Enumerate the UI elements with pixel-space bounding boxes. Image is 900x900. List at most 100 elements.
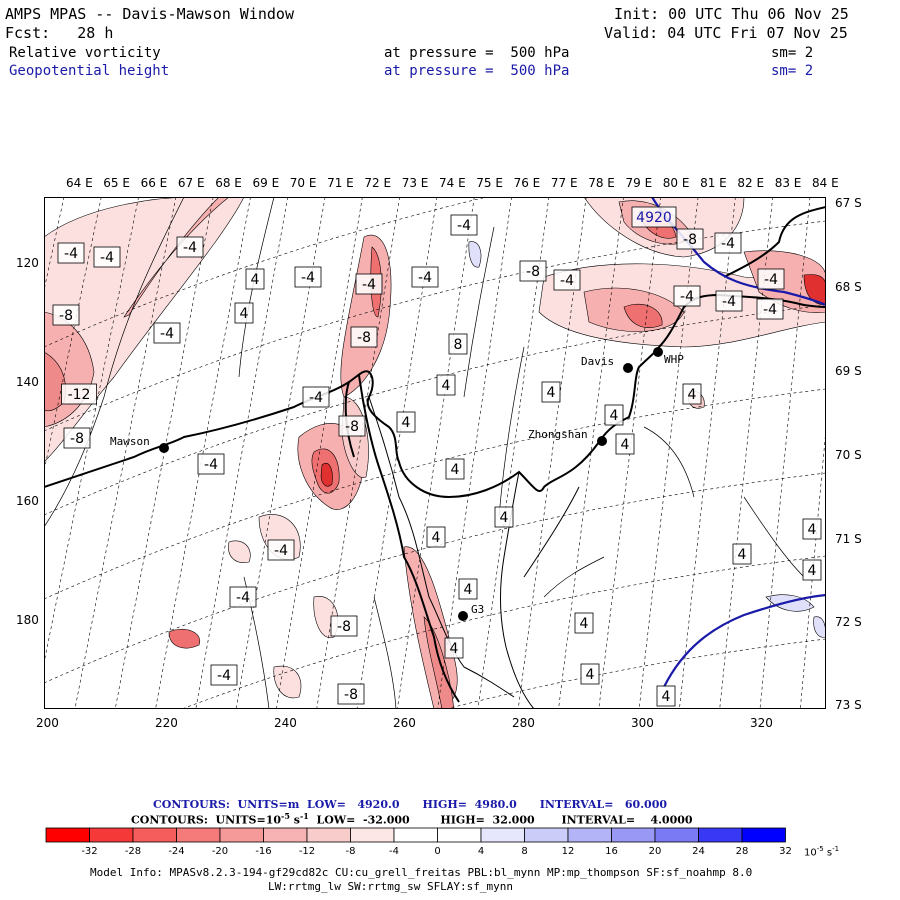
colorbar-swatch bbox=[524, 827, 569, 843]
meridian-line bbox=[679, 197, 736, 709]
vorticity-contour-label-box bbox=[450, 214, 478, 236]
colorbar-swatch bbox=[437, 827, 482, 843]
right-latitude-label: 70 S bbox=[835, 448, 862, 462]
vorticity-contour-label: 8 bbox=[454, 337, 463, 353]
top-longitude-label: 82 E bbox=[737, 176, 765, 190]
model-info-line2: LW:rrtmg_lw SW:rrtmg_sw SFLAY:sf_mynn bbox=[268, 880, 514, 893]
top-longitude-label: 76 E bbox=[513, 176, 541, 190]
field2-smooth: sm= 2 bbox=[771, 63, 814, 79]
parallel-line bbox=[44, 472, 826, 684]
colorbar-label: -32 bbox=[81, 846, 98, 857]
colorbar-swatch bbox=[45, 827, 90, 843]
vorticity-contour-label: 4 bbox=[738, 547, 747, 563]
vorticity-contour-label: 4 bbox=[662, 689, 671, 705]
station-markers bbox=[159, 347, 663, 621]
vorticity-contour-label-box bbox=[396, 411, 416, 433]
vorticity-contour-label-box bbox=[350, 326, 378, 348]
top-longitude-label: 75 E bbox=[476, 176, 503, 190]
vorticity-contour-label-box bbox=[63, 427, 91, 449]
top-longitude-label: 77 E bbox=[550, 176, 578, 190]
vorticity-contour-label: -4 bbox=[721, 236, 735, 252]
colorbar-label: -12 bbox=[298, 846, 316, 857]
valid-time: Valid: 04 UTC Fri 07 Nov 25 bbox=[604, 24, 848, 42]
colorbar bbox=[45, 827, 786, 843]
map-title: AMPS MPAS -- Davis-Mawson Window bbox=[5, 5, 294, 23]
vorticity-contour-label: 4 bbox=[621, 437, 630, 453]
top-longitude-label: 70 E bbox=[289, 176, 317, 190]
vorticity-contour-info: CONTOURS: UNITS=10-5 s-1 LOW= -32.000 HI… bbox=[131, 811, 693, 827]
bottom-axis-tick: 320 bbox=[750, 716, 773, 730]
colorbar-label: -20 bbox=[211, 846, 229, 857]
colorbar-swatch bbox=[654, 827, 699, 843]
bottom-axis-tick: 260 bbox=[393, 716, 416, 730]
vorticity-contour-label: -4 bbox=[309, 390, 323, 406]
vorticity-contour-label: -8 bbox=[70, 431, 84, 447]
vorticity-contour-label: 4 bbox=[450, 641, 459, 657]
vorticity-contour-label: 4 bbox=[547, 385, 556, 401]
colorbar-label: 8 bbox=[521, 846, 528, 857]
field2-level: at pressure = 500 hPa bbox=[384, 63, 570, 79]
colorbar-swatch bbox=[263, 827, 308, 843]
vorticity-contour-label-box bbox=[715, 290, 743, 312]
colorbar-label: 0 bbox=[434, 846, 441, 857]
bottom-axis-tick: 220 bbox=[155, 716, 178, 730]
meridian-line bbox=[477, 197, 550, 709]
vorticity-contour-label: 4 bbox=[808, 522, 817, 538]
vorticity-contour-label-box bbox=[229, 586, 257, 608]
right-latitude-label: 73 S bbox=[835, 698, 862, 712]
vorticity-contour-label: -8 bbox=[526, 264, 540, 280]
right-latitude-label: 71 S bbox=[835, 532, 862, 546]
vorticity-contour-label-box bbox=[574, 612, 594, 634]
vorticity-contour-label: 4 bbox=[251, 272, 260, 288]
vorticity-contour-label-box bbox=[458, 578, 478, 600]
colorbar-swatch bbox=[89, 827, 134, 843]
vorticity-contour-label: -4 bbox=[418, 270, 432, 286]
parallel-line bbox=[44, 388, 826, 600]
vorticity-contour-label: -4 bbox=[64, 246, 78, 262]
colorbar-label: 16 bbox=[605, 846, 618, 857]
vorticity-contour-label: -8 bbox=[337, 619, 351, 635]
vorticity-contour-label-box bbox=[541, 381, 561, 403]
field1-smooth: sm= 2 bbox=[771, 45, 814, 61]
station-labels: Mawson Davis WHP Zhongshan G3 bbox=[110, 353, 684, 616]
top-longitude-label: 67 E bbox=[177, 176, 205, 190]
vorticity-contour-label-box bbox=[426, 526, 446, 548]
vorticity-contour-label: -8 bbox=[345, 419, 359, 435]
vorticity-contour-label-box bbox=[93, 246, 121, 268]
colorbar-swatch bbox=[306, 827, 351, 843]
top-longitude-label: 71 E bbox=[327, 176, 354, 190]
vorticity-contour-label-box bbox=[802, 559, 822, 581]
station-davis-marker bbox=[623, 363, 633, 373]
colorbar-label: -24 bbox=[168, 846, 185, 857]
colorbar-label: -28 bbox=[124, 846, 142, 857]
vorticity-contour-label: 4 bbox=[464, 582, 473, 598]
vorticity-contour-label-box bbox=[197, 453, 225, 475]
vorticity-contour-label: -4 bbox=[362, 277, 376, 293]
vorticity-contour-label-box bbox=[176, 236, 204, 258]
station-davis-label: Davis bbox=[581, 355, 614, 368]
top-longitude-label: 69 E bbox=[252, 176, 280, 190]
vorticity-contour-label: -4 bbox=[274, 543, 288, 559]
colorbar-swatch bbox=[350, 827, 395, 843]
vorticity-contour-label: -4 bbox=[160, 326, 174, 342]
vorticity-contour-label: -8 bbox=[344, 687, 358, 703]
vorticity-contour-label: 4 bbox=[240, 306, 249, 322]
top-longitude-label: 73 E bbox=[401, 176, 429, 190]
map-frame bbox=[44, 197, 826, 709]
colorbar-unit: 10-5 s-1 bbox=[804, 845, 840, 859]
station-zhongshan-marker bbox=[597, 436, 607, 446]
top-longitude-label: 68 E bbox=[215, 176, 242, 190]
vorticity-contour-label-box bbox=[436, 374, 456, 396]
meridian-line bbox=[598, 197, 662, 709]
vorticity-contour-label: 4 bbox=[586, 667, 595, 683]
model-info-line1: Model Info: MPASv8.2.3-194-gf29cd82c CU:… bbox=[90, 866, 753, 879]
vorticity-contour-label: 4 bbox=[451, 462, 460, 478]
colorbar-swatch bbox=[567, 827, 612, 843]
bottom-axis-tick: 300 bbox=[631, 716, 654, 730]
vorticity-contour-label: -4 bbox=[722, 294, 736, 310]
vorticity-contour-label-box bbox=[355, 273, 383, 295]
field1-name: Relative vorticity bbox=[9, 45, 161, 61]
station-mawson-marker bbox=[159, 443, 169, 453]
vorticity-contour-label-box bbox=[61, 383, 97, 405]
parallel-line bbox=[44, 197, 489, 348]
